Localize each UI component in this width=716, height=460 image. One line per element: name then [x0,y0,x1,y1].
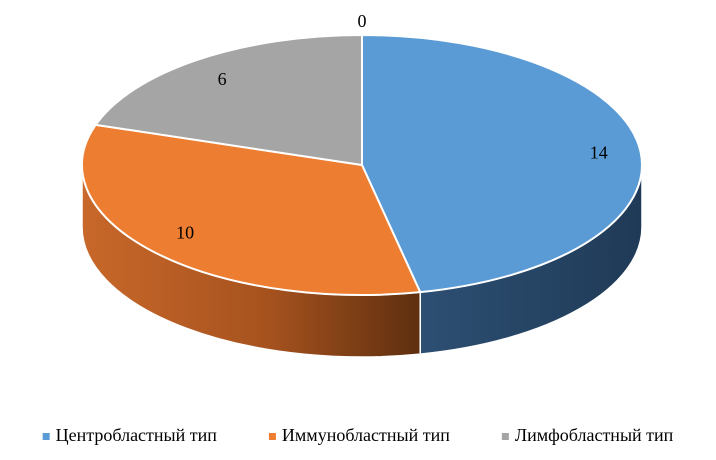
pie-slice-2 [94,34,363,166]
pie-tops [81,34,643,296]
data-label-0: 14 [590,142,608,162]
legend: Центробластный тип Иммунобластный тип Лимф… [42,425,674,445]
data-label-1: 10 [176,223,194,243]
pie-slice-0 [361,34,643,294]
legend-label-2: Лимфобластный тип [515,425,674,445]
data-label-2: 6 [218,69,227,89]
legend-label-0: Центробластный тип [56,425,218,445]
pie-data-labels: 14 10 6 0 [176,11,608,243]
legend-label-1: Иммунобластный тип [282,425,450,445]
legend-swatch-1 [268,433,276,440]
data-label-3: 0 [358,11,367,31]
pie-slice-1 [81,123,422,296]
legend-swatch-0 [42,433,50,440]
legend-swatch-2 [501,433,509,440]
